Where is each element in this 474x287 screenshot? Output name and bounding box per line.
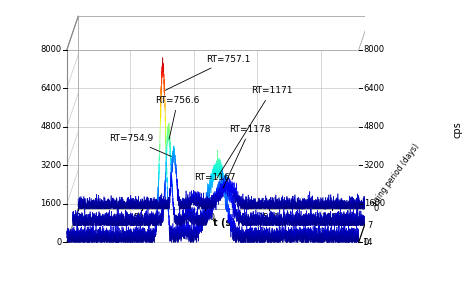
Text: 6400: 6400 <box>364 84 385 93</box>
Text: 0: 0 <box>364 238 369 247</box>
Text: 3200: 3200 <box>41 161 62 170</box>
Text: RT=1178: RT=1178 <box>223 125 271 188</box>
Text: 8000: 8000 <box>364 45 385 55</box>
Text: 4800: 4800 <box>364 123 385 131</box>
Text: t (s): t (s) <box>213 218 236 228</box>
Text: RT=754.9: RT=754.9 <box>109 134 172 156</box>
Text: 500: 500 <box>134 213 149 222</box>
Text: aging period (days): aging period (days) <box>369 142 420 208</box>
Text: 1600: 1600 <box>364 199 385 208</box>
Text: 0: 0 <box>373 204 378 213</box>
Text: 1600: 1600 <box>41 199 62 208</box>
Text: RT=1171: RT=1171 <box>217 86 292 178</box>
Text: 1500: 1500 <box>258 213 279 222</box>
Text: RT=756.6: RT=756.6 <box>155 96 200 139</box>
Text: 4800: 4800 <box>41 123 62 131</box>
Text: 8000: 8000 <box>41 45 62 55</box>
Text: 0: 0 <box>75 213 81 222</box>
Text: 2000: 2000 <box>321 213 343 222</box>
Text: RT=1167: RT=1167 <box>194 173 235 187</box>
Text: RT=757.1: RT=757.1 <box>165 55 251 90</box>
Text: 3200: 3200 <box>364 161 385 170</box>
Text: cps: cps <box>452 121 463 137</box>
Text: 1000: 1000 <box>195 213 216 222</box>
Text: 0: 0 <box>56 238 62 247</box>
Text: 6400: 6400 <box>41 84 62 93</box>
Text: 7: 7 <box>367 221 373 230</box>
Text: 14: 14 <box>362 238 372 247</box>
